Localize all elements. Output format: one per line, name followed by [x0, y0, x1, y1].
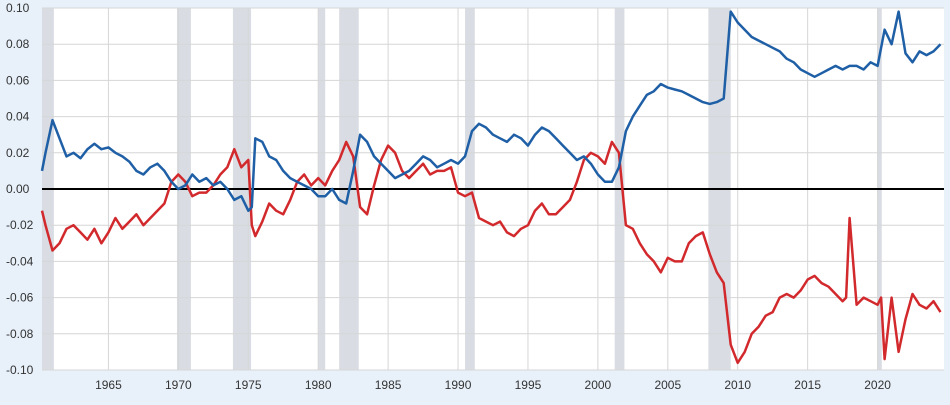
y-tick-label: -0.02 — [6, 218, 34, 232]
y-tick-label: -0.10 — [6, 363, 34, 377]
x-tick-label: 2000 — [585, 378, 612, 392]
x-tick-label: 1965 — [95, 378, 122, 392]
y-tick-label: 0.04 — [6, 110, 30, 124]
series-blue-line — [40, 10, 942, 212]
y-tick-label: 0.10 — [6, 1, 30, 15]
y-tick-label: 0.08 — [6, 37, 30, 51]
x-tick-label: 1985 — [375, 378, 402, 392]
x-tick-label: 1970 — [165, 378, 192, 392]
y-tick-label: -0.06 — [6, 291, 34, 305]
x-tick-label: 1980 — [305, 378, 332, 392]
x-tick-label: 1990 — [445, 378, 472, 392]
x-tick-label: 1995 — [515, 378, 542, 392]
x-tick-label: 2005 — [654, 378, 681, 392]
x-tick-label: 1975 — [235, 378, 262, 392]
x-axis-ticks: 1965 1970 1975 1980 1985 1990 1995 2000 2005 2010… — [95, 378, 891, 392]
series-red-line — [40, 140, 942, 365]
y-tick-label: 0.06 — [6, 73, 30, 87]
y-tick-label: -0.08 — [6, 327, 34, 341]
y-tick-label: -0.04 — [6, 254, 34, 268]
x-tick-label: 2015 — [794, 378, 821, 392]
y-axis-ticks: 0.10 0.08 0.06 0.04 0.02 0.00 -0.02 -0.04 -0.06 -… — [6, 1, 34, 377]
horizontal-gridlines — [42, 7, 944, 371]
x-tick-label: 2010 — [724, 378, 751, 392]
y-tick-label: 0.00 — [6, 182, 30, 196]
y-tick-label: 0.02 — [6, 146, 30, 160]
x-tick-label: 2020 — [864, 378, 891, 392]
